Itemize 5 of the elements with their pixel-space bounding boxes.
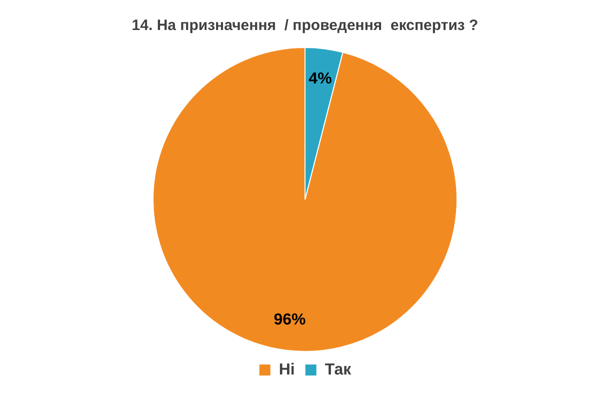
legend-label: Ні — [278, 361, 295, 378]
data-label: 4% — [308, 70, 332, 88]
chart-title: 14. На призначення / проведення експертиз ? — [132, 17, 478, 34]
data-label: 96% — [274, 312, 306, 329]
legend-label: Так — [324, 361, 352, 378]
